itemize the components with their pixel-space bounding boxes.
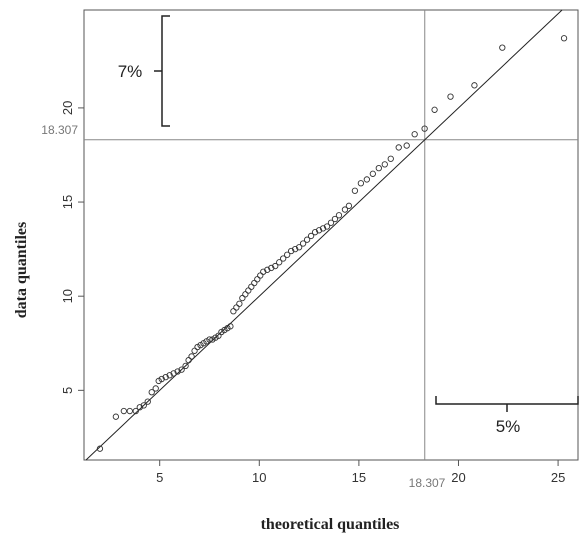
data-point xyxy=(251,279,258,287)
data-points xyxy=(96,35,568,452)
data-point xyxy=(191,347,198,354)
data-point xyxy=(327,219,335,226)
data-point xyxy=(369,170,376,177)
data-point xyxy=(230,308,237,315)
identity-line-group xyxy=(85,9,563,461)
data-point xyxy=(170,370,177,377)
data-point xyxy=(239,294,246,302)
data-point xyxy=(236,300,243,307)
data-point xyxy=(158,375,165,383)
y-axis-title: data quantiles xyxy=(13,222,30,318)
reference-lines xyxy=(84,10,578,460)
data-point xyxy=(166,372,173,379)
data-point xyxy=(335,212,343,219)
data-point xyxy=(303,236,311,243)
data-point xyxy=(357,180,365,187)
data-point xyxy=(152,385,159,392)
data-point xyxy=(140,402,147,409)
data-point xyxy=(174,368,181,375)
data-point xyxy=(421,125,428,132)
data-point xyxy=(188,353,195,360)
data-point xyxy=(144,398,151,405)
x-reference-label: 18.307 xyxy=(409,476,446,490)
data-point xyxy=(411,131,418,138)
data-point xyxy=(227,323,234,330)
data-point xyxy=(280,255,287,262)
data-point xyxy=(323,223,331,230)
x-percent-label: 5% xyxy=(496,417,521,436)
y-tick-label: 5 xyxy=(60,387,75,394)
data-point xyxy=(120,407,127,415)
data-point xyxy=(299,240,307,247)
y-tick-label: 10 xyxy=(60,289,75,303)
data-point xyxy=(341,206,349,213)
data-point xyxy=(233,304,240,311)
data-point xyxy=(331,215,339,223)
y-percent-label: 7% xyxy=(118,62,143,81)
x-axis-ticks: 5 10 15 20 25 xyxy=(156,460,565,485)
x-axis-title: theoretical quantiles xyxy=(261,516,400,533)
data-point xyxy=(295,244,303,251)
data-point xyxy=(257,272,264,279)
data-point xyxy=(268,264,275,272)
y-percent-bracket xyxy=(154,15,170,127)
data-point xyxy=(260,268,267,275)
data-point xyxy=(403,142,410,149)
data-point xyxy=(178,366,185,373)
y-axis-ticks: 5 10 15 20 xyxy=(60,101,84,394)
data-point xyxy=(96,445,104,452)
data-point xyxy=(264,266,271,273)
y-reference-label: 18.307 xyxy=(41,123,78,137)
data-point xyxy=(291,245,299,253)
x-tick-label: 25 xyxy=(551,470,565,485)
data-point xyxy=(162,374,169,381)
data-point xyxy=(136,404,143,411)
data-point xyxy=(315,227,323,234)
data-point xyxy=(560,35,568,42)
data-point xyxy=(395,144,402,151)
data-point xyxy=(206,336,213,343)
x-tick-label: 5 xyxy=(156,470,163,485)
data-point xyxy=(272,262,279,270)
data-point xyxy=(148,389,155,396)
data-point xyxy=(307,232,315,240)
data-point xyxy=(248,283,255,290)
data-point xyxy=(215,332,222,339)
x-tick-label: 20 xyxy=(451,470,465,485)
data-point xyxy=(288,247,295,255)
data-point xyxy=(242,291,249,298)
data-point xyxy=(254,276,261,283)
x-percent-bracket xyxy=(435,396,579,412)
data-point xyxy=(311,229,319,236)
data-point xyxy=(471,82,478,89)
data-point xyxy=(112,413,120,420)
data-point xyxy=(185,357,192,364)
y-tick-label: 20 xyxy=(60,101,75,115)
data-point xyxy=(319,225,327,232)
data-point xyxy=(499,44,506,51)
data-point xyxy=(375,165,382,172)
data-point xyxy=(132,407,139,415)
identity-line xyxy=(85,9,563,461)
y-tick-label: 15 xyxy=(60,195,75,209)
data-point xyxy=(245,287,252,294)
data-point xyxy=(284,251,291,258)
data-point xyxy=(381,161,388,168)
data-point xyxy=(126,407,133,415)
data-point xyxy=(431,106,438,113)
data-point xyxy=(182,362,189,370)
x-tick-label: 10 xyxy=(252,470,266,485)
data-point xyxy=(276,259,283,266)
data-point xyxy=(387,155,394,162)
data-point xyxy=(345,202,353,209)
x-tick-label: 15 xyxy=(352,470,366,485)
data-point xyxy=(351,187,359,194)
data-point xyxy=(363,176,371,183)
data-point xyxy=(447,93,454,100)
plot-frame xyxy=(83,9,579,461)
